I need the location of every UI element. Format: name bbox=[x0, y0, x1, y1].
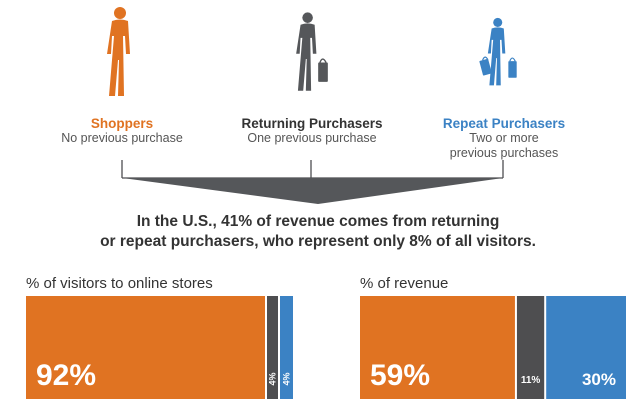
bar-label: 11% bbox=[521, 375, 541, 386]
bar-label: 4% bbox=[282, 372, 292, 385]
bar-segment-repeat bbox=[280, 296, 293, 399]
segment-title: Returning Purchasers bbox=[241, 116, 383, 131]
bar-segment-returning bbox=[267, 296, 278, 399]
headline-line-1: In the U.S., 41% of revenue comes from r… bbox=[136, 213, 500, 230]
bar-segment-shoppers bbox=[26, 296, 265, 399]
bar-segment-returning bbox=[516, 296, 545, 399]
chart-title-revenue: % of revenue bbox=[360, 275, 449, 292]
bar-label: 30% bbox=[582, 370, 616, 389]
segment-returning: Returning Purchasers One previous purcha… bbox=[212, 116, 412, 146]
headline-line-2: or repeat purchasers, who represent only… bbox=[100, 233, 536, 250]
person-walking-icon bbox=[107, 7, 130, 96]
headline: In the U.S., 41% of revenue comes from r… bbox=[40, 212, 596, 252]
segment-subtitle: previous purchases bbox=[449, 146, 559, 160]
bar-segment-shoppers bbox=[360, 296, 515, 399]
bar-label: 92% bbox=[36, 359, 96, 392]
person-with-bag-icon bbox=[296, 12, 328, 91]
bar-segment-repeat bbox=[546, 296, 626, 399]
person-with-bags-icon bbox=[479, 17, 517, 86]
segment-subtitle: Two or more bbox=[469, 131, 539, 145]
bar-label: 4% bbox=[268, 372, 278, 385]
segment-shoppers: Shoppers No previous purchase bbox=[22, 116, 222, 146]
segment-subtitle: No previous purchase bbox=[61, 131, 183, 145]
chart-title-visitors: % of visitors to online stores bbox=[26, 275, 213, 292]
bar-label: 59% bbox=[370, 359, 430, 392]
segment-repeat: Repeat Purchasers Two or more previous p… bbox=[404, 116, 604, 161]
segment-title: Shoppers bbox=[90, 116, 154, 131]
segment-title: Repeat Purchasers bbox=[442, 116, 566, 131]
segment-subtitle: One previous purchase bbox=[247, 131, 377, 145]
